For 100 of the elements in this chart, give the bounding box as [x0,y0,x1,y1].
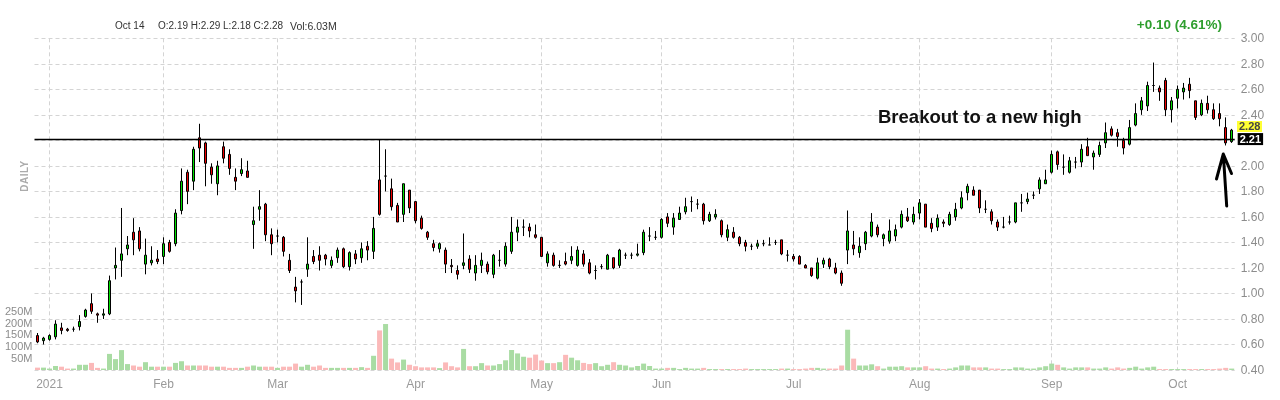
y-tick-label: 50M [11,352,33,365]
candlestick [1056,150,1059,171]
candlestick [708,211,711,223]
candlestick [348,250,351,271]
candlestick [636,243,639,257]
candlestick [918,198,921,220]
candlestick [156,249,159,265]
candlestick [414,201,417,224]
bar [665,367,671,370]
candlestick [432,239,435,252]
candlestick [756,239,759,250]
candlestick [990,208,993,226]
candlestick [1038,176,1041,195]
bar [347,367,353,370]
candlestick [1092,150,1095,171]
y2-tick-label: 2.60 [1240,82,1265,97]
candlestick [996,218,999,232]
candlestick [222,141,225,164]
x-tick-label: Apr [406,377,425,391]
candlestick [864,230,867,251]
candlestick [810,267,813,278]
candlestick [690,196,693,213]
y2-tick-label: 1.00 [1240,286,1265,301]
y-tick-label: 100M [4,340,33,353]
candlestick [612,257,615,270]
candlestick [1152,62,1155,93]
text: DAILY [19,160,31,192]
bar [1085,367,1091,370]
bar [377,330,383,370]
candlestick [720,218,723,238]
x-tick-label: May [530,377,553,391]
text: 2.28 [1237,120,1263,132]
candlestick [738,235,741,247]
bar [875,366,881,370]
candlestick [1020,193,1023,213]
candlestick [516,218,519,242]
candlestick [420,215,423,231]
candlestick [912,206,915,226]
bar [185,365,191,370]
candlestick [702,202,705,226]
bar [545,363,551,370]
candlestick [330,255,333,269]
candlestick [732,226,735,240]
candlestick [138,226,141,252]
candlestick [366,240,369,261]
candlestick [534,224,537,240]
bar [191,365,197,370]
bar [557,362,563,370]
x-tick-label: Oct [1168,377,1188,391]
candlestick [906,207,909,223]
candlestick [942,218,945,228]
bar [851,358,857,370]
candlestick [456,264,459,280]
bar [905,367,911,370]
candlestick [840,269,843,287]
candlestick [882,232,885,247]
y2-tick-label: 0.60 [1240,337,1265,352]
candlestick [642,229,645,256]
candlestick [426,230,429,241]
candlestick [42,336,45,345]
candlestick [60,322,63,335]
y2-tick-label: 1.20 [1240,260,1265,275]
bar [563,354,569,370]
candlestick [894,224,897,242]
candlestick [1044,169,1047,185]
text: Vol:6.03M [290,20,337,33]
candlestick [204,141,207,187]
candlestick [264,202,267,242]
candlestick [492,253,495,279]
candlestick [354,249,357,265]
candlestick [1176,85,1179,109]
candlestick [1146,81,1149,112]
candlestick [1164,77,1167,117]
y-tick-label: 150M [4,328,33,341]
candlestick [450,258,453,274]
bar [983,367,989,370]
candlestick [924,203,927,228]
candlestick [210,162,213,185]
y2-tick-label: 2.80 [1240,56,1265,71]
candlestick [1200,99,1203,117]
x-tick-label: Jul [785,377,802,391]
text: Oct 14 [115,20,145,32]
candlestick [1194,100,1197,121]
candlestick [618,248,621,269]
text: +0.10 (4.61%) [1136,17,1222,33]
candlestick [978,189,981,214]
candlestick [552,252,555,268]
candlestick [768,236,771,246]
candlestick [858,236,861,259]
candlestick [390,178,393,212]
candlestick [444,247,447,274]
candlestick [684,197,687,215]
candlestick [828,257,831,270]
bar [401,359,407,370]
y2-tick-label: 0.40 [1240,363,1265,377]
candlestick [336,247,339,264]
y2-tick-label: 0.80 [1240,311,1265,326]
bar [485,365,491,370]
bar [461,348,467,370]
y2-tick-label: 1.60 [1240,209,1265,224]
